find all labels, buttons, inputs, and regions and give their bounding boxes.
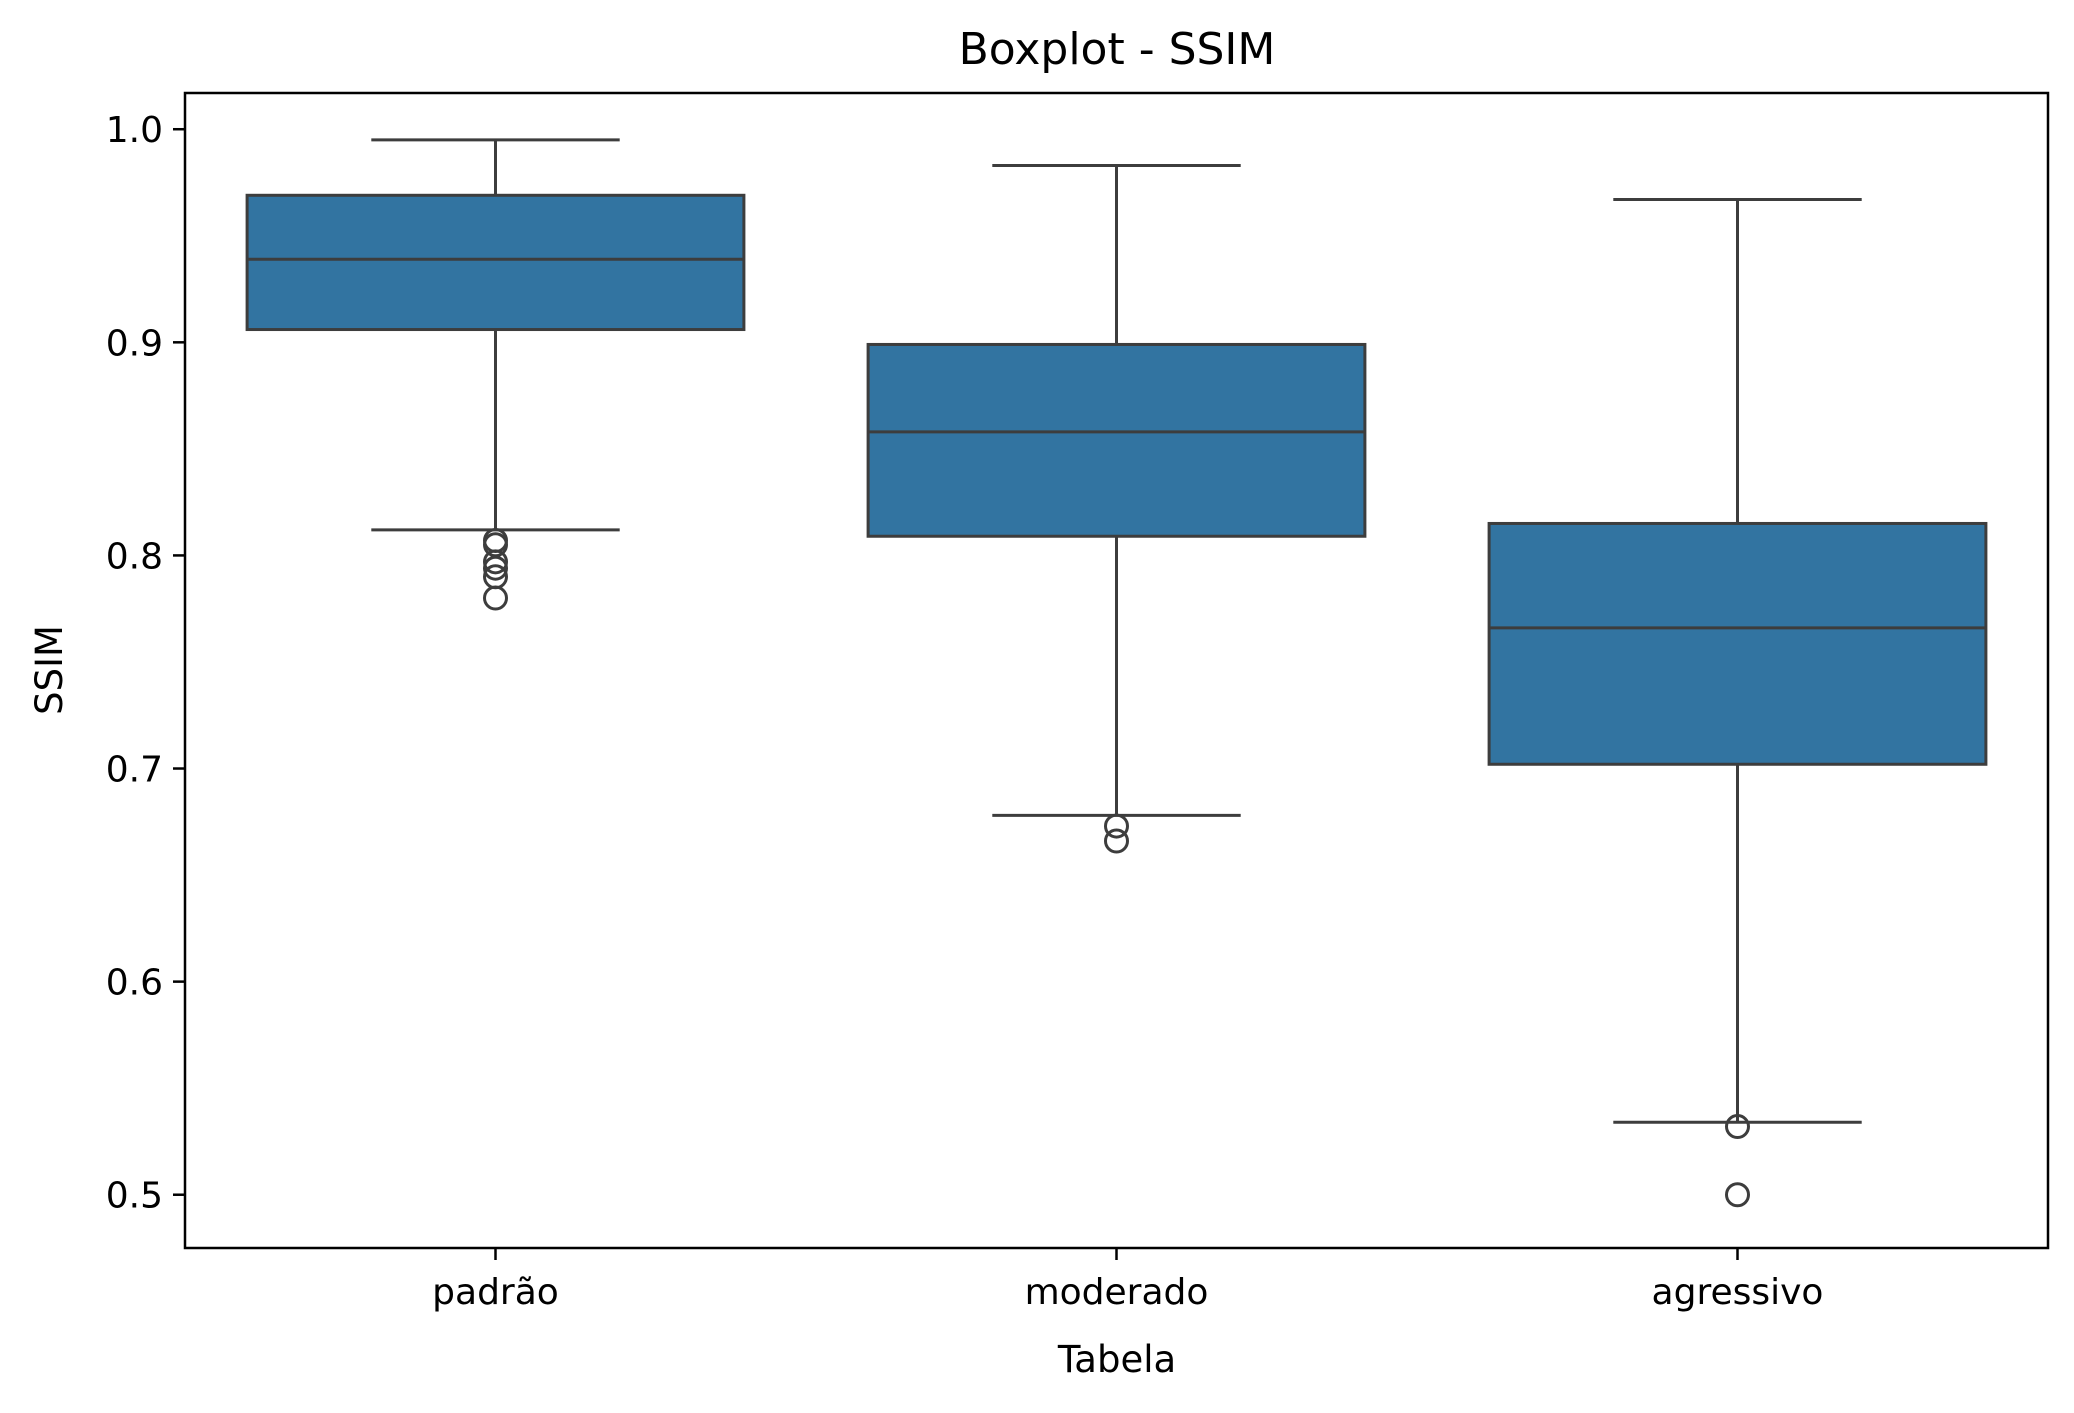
x-tick-label: padrão — [432, 1272, 559, 1313]
y-tick-label: 0.7 — [106, 750, 163, 791]
y-tick-label: 0.8 — [106, 536, 163, 577]
outlier-point — [1725, 1114, 1750, 1140]
box-group-0 — [245, 138, 746, 611]
y-axis: 0.5 0.6 0.7 0.8 0.9 1.0 — [106, 110, 185, 1217]
x-tick-label: moderado — [1025, 1272, 1209, 1313]
y-tick-label: 1.0 — [106, 110, 163, 151]
y-tick-label: 0.9 — [106, 323, 163, 364]
x-axis: padrão moderado agressivo — [432, 1248, 1823, 1313]
box-group-1 — [866, 163, 1367, 854]
y-tick-label: 0.6 — [106, 963, 163, 1004]
box-iqr — [245, 193, 746, 332]
box-iqr — [1487, 521, 1988, 766]
outlier-point — [1104, 828, 1129, 854]
outlier-point — [483, 549, 508, 575]
x-axis-label: Tabela — [1057, 1338, 1176, 1381]
y-axis-label: SSIM — [28, 625, 71, 715]
outlier-point — [483, 555, 508, 581]
x-tick-label: agressivo — [1652, 1272, 1824, 1313]
box-group-2 — [1487, 198, 1988, 1208]
outlier-point — [1725, 1182, 1750, 1208]
outlier-point — [483, 585, 508, 611]
box-iqr — [866, 342, 1367, 538]
plot-area — [245, 138, 1988, 1208]
y-tick-label: 0.5 — [106, 1176, 163, 1217]
chart-title: Boxplot - SSIM — [959, 24, 1276, 75]
outlier-point — [1104, 813, 1129, 839]
